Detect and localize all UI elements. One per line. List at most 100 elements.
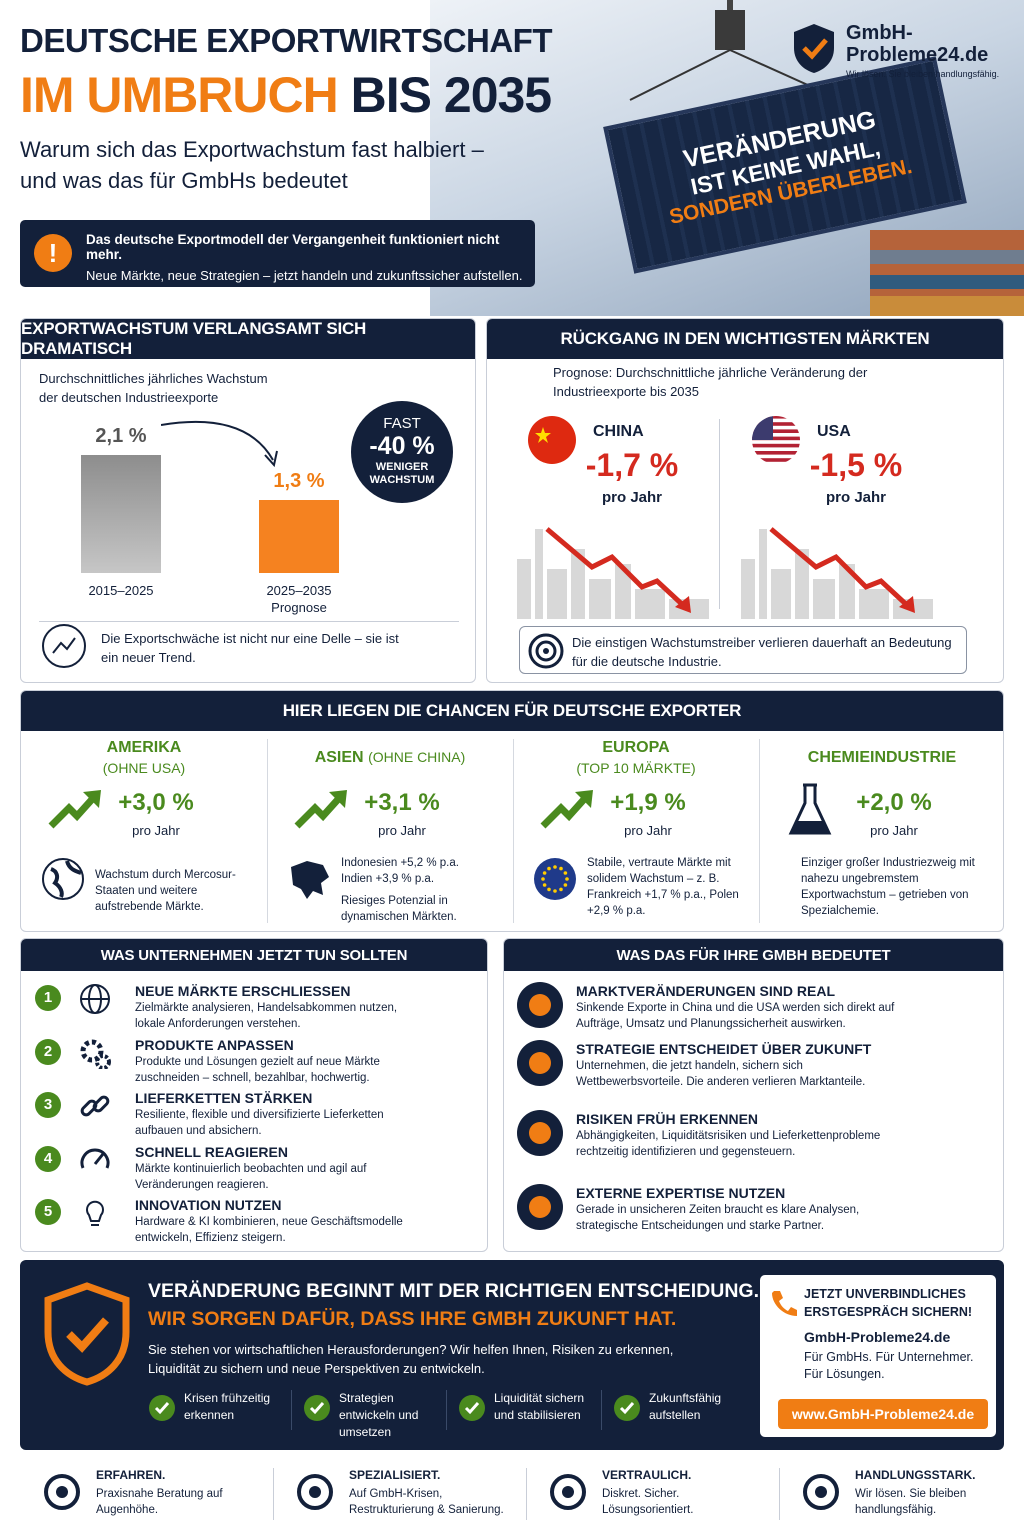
contact-tagline: Für GmbHs. Für Unternehmer. Für Lösungen…	[804, 1350, 974, 1381]
divider	[779, 1468, 780, 1520]
step-number: 1	[35, 985, 61, 1011]
chance-unit: pro Jahr	[870, 823, 918, 838]
step-text: Produkte und Lösungen gezielt auf neue M…	[135, 1055, 380, 1084]
logo-name: GmbH- Probleme24.de	[846, 22, 988, 66]
step-title: INNOVATION NUTZEN	[135, 1197, 282, 1213]
badge: FAST -40 % WENIGER WACHSTUM	[351, 401, 453, 503]
divider	[267, 739, 268, 923]
cta-headline: VERÄNDERUNG BEGINNT MIT DER RICHTIGEN EN…	[148, 1280, 760, 1302]
bar-value-label: 2,1 %	[95, 425, 147, 448]
logo-line: Probleme24.de	[846, 44, 989, 66]
website-button[interactable]: www.GmbH-Probleme24.de	[778, 1399, 988, 1429]
bar	[81, 455, 161, 573]
contact-box: JETZT UNVERBINDLICHES ERSTGESPRÄCH SICHE…	[760, 1275, 996, 1437]
check-icon	[304, 1395, 330, 1421]
subtitle: Warum sich das Exportwachstum fast halbi…	[20, 134, 484, 196]
flag	[528, 416, 576, 464]
bar-label: 2015–2025	[88, 583, 154, 598]
step-number: 2	[35, 1038, 61, 1065]
note: Die einstigen Wachstumstreiber verlieren…	[572, 635, 952, 669]
subtitle-line: und was das für GmbHs bedeutet	[20, 168, 348, 193]
growth-arrow	[540, 790, 593, 829]
step-text: Märkte kontinuierlich beobachten und agi…	[135, 1162, 367, 1191]
chance-text: Indien +3,9 % p.a.	[341, 873, 435, 885]
step-title: PRODUKTE ANPASSEN	[135, 1036, 294, 1053]
meaning-text: Sinkende Exporte in China und die USA we…	[576, 1002, 895, 1030]
step-icon	[80, 1148, 110, 1169]
meaning-text: Abhängigkeiten, Liquiditätsrisiken und L…	[576, 1130, 881, 1158]
divider	[526, 1468, 527, 1520]
meaning-panel: WAS DAS FÜR IHRE GMBH BEDEUTET MARKTVERÄ…	[503, 938, 1004, 1252]
meaning-text: Gerade in unsicheren Zeiten braucht es k…	[576, 1204, 860, 1232]
chance-title: AMERIKA (OHNE USA)	[21, 737, 267, 779]
trend-arrow	[161, 421, 278, 468]
step-number: 3	[35, 1092, 61, 1118]
title: IM UMBRUCH BIS 2035	[20, 66, 552, 124]
step-title: SCHNELL REAGIEREN	[135, 1143, 288, 1160]
market-name: USA	[817, 423, 851, 440]
chance-value: +3,1 %	[364, 789, 440, 816]
logo: GmbH- Probleme24.de Wir lösen. Sie bleibe…	[790, 22, 1020, 82]
meaning-text: Unternehmen, die jetzt handeln, sichern …	[576, 1060, 866, 1088]
check-text: Krisen frühzeitig erkennen	[184, 1391, 271, 1422]
chance-subtitle: (TOP 10 MÄRKTE)	[576, 760, 696, 776]
market-value: -1,7 %	[585, 447, 679, 483]
chance-text: Wachstum durch Mercosur-Staaten und weit…	[95, 869, 236, 913]
step-number: 5	[35, 1199, 61, 1225]
trend-icon	[42, 624, 86, 668]
step-icon	[80, 984, 110, 1014]
decline-panel: RÜCKGANG IN DEN WICHTIGSTEN MÄRKTEN Prog…	[486, 318, 1004, 683]
alert-text: Neue Märkte, neue Strategien – jetzt han…	[86, 268, 523, 283]
market-unit: pro Jahr	[825, 489, 886, 506]
market-unit: pro Jahr	[601, 489, 662, 506]
divider	[601, 1390, 602, 1430]
divider	[446, 1390, 447, 1430]
footer-text: Praxisnahe Beratung auf Augenhöhe.	[96, 1488, 223, 1516]
note: Die Exportschwäche ist nicht nur eine De…	[101, 631, 399, 665]
cta-headline: WIR SORGEN DAFÜR, DASS IHRE GMBH ZUKUNFT…	[148, 1308, 677, 1330]
target-icon	[528, 633, 564, 669]
decline-illustration	[741, 527, 933, 619]
alert-box: ! Das deutsche Exportmodell der Vergange…	[20, 220, 535, 287]
flask-icon	[788, 783, 832, 835]
bar-area: 2,1 % 2015–2025 1,3 % 2025–2035 Prognose	[21, 319, 475, 639]
meaning-title: STRATEGIE ENTSCHEIDET ÜBER ZUKUNFT	[576, 1041, 872, 1057]
footer-title: ERFAHREN.	[96, 1468, 166, 1482]
check-text: Liquidität sichern und stabilisieren	[494, 1391, 585, 1422]
alert-icon: !	[34, 234, 72, 272]
step-number: 4	[35, 1145, 61, 1172]
check-text: Zukunftsfähig aufstellen	[649, 1391, 722, 1422]
step-icon	[80, 1039, 111, 1069]
alert-title: Das deutsche Exportmodell der Vergangenh…	[86, 232, 500, 262]
chance-value: +3,0 %	[118, 789, 194, 816]
step-text: Hardware & KI kombinieren, neue Geschäft…	[135, 1216, 403, 1244]
chance-name: CHEMIEINDUSTRIE	[807, 749, 957, 766]
step-title: NEUE MÄRKTE ERSCHLIESSEN	[135, 983, 351, 999]
chances-panel: HIER LIEGEN DIE CHANCEN FÜR DEUTSCHE EXP…	[20, 690, 1004, 932]
footer-title: SPEZIALISIERT.	[349, 1468, 441, 1482]
subtitle-line: Warum sich das Exportwachstum fast halbi…	[20, 137, 484, 162]
chance-title: CHEMIEINDUSTRIE	[759, 747, 1003, 768]
note-box: Die einstigen Wachstumstreiber verlieren…	[519, 626, 967, 674]
panel-title: RÜCKGANG IN DEN WICHTIGSTEN MÄRKTEN	[487, 319, 1003, 359]
chance-text: Stabile, vertraute Märkte mit solidem Wa…	[587, 857, 739, 917]
step-text: Resiliente, flexible und diversifizierte…	[135, 1109, 384, 1137]
meaning-title: RISIKEN FRÜH ERKENNEN	[576, 1111, 759, 1127]
growth-arrow	[48, 790, 101, 829]
flag	[752, 416, 800, 462]
panel-title: EXPORTWACHSTUM VERLANGSAMT SICH DRAMATIS…	[21, 319, 475, 359]
panel-title: HIER LIEGEN DIE CHANCEN FÜR DEUTSCHE EXP…	[21, 691, 1003, 731]
check-icon	[614, 1395, 640, 1421]
divider	[39, 621, 459, 622]
actions-panel: WAS UNTERNEHMEN JETZT TUN SOLLTEN 1 NEUE …	[20, 938, 488, 1252]
caption: Durchschnittliches jährliches Wachstum d…	[39, 371, 268, 405]
logo-icon	[794, 24, 834, 73]
bar-value-label: 1,3 %	[273, 470, 325, 493]
contact-site: GmbH-Probleme24.de	[804, 1329, 951, 1345]
chance-name: EUROPA	[602, 739, 670, 756]
region-icon	[291, 861, 329, 899]
bar-sublabel: Prognose	[271, 600, 327, 615]
region-icon	[534, 858, 576, 900]
bar-label: 2025–2035	[266, 583, 332, 598]
badge-top: FAST	[383, 415, 421, 432]
